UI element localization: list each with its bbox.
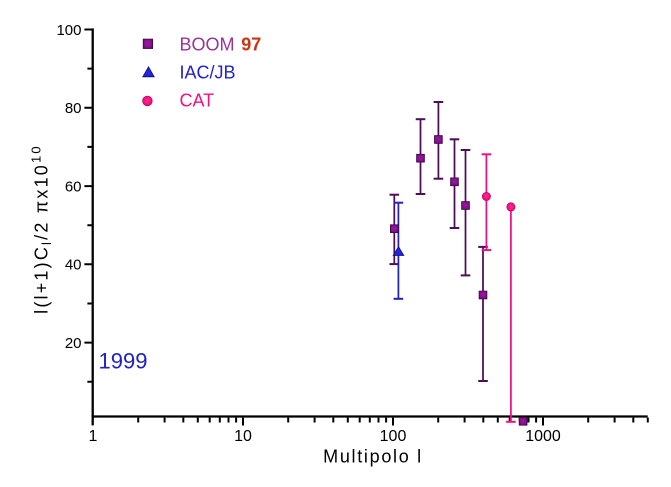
svg-text:1999: 1999 bbox=[99, 349, 148, 374]
svg-text:80: 80 bbox=[65, 100, 82, 117]
svg-text:20: 20 bbox=[65, 335, 82, 352]
svg-text:Multipolo l: Multipolo l bbox=[323, 447, 423, 467]
svg-text:l(l+1)Cl/2 πx1010: l(l+1)Cl/2 πx1010 bbox=[29, 144, 55, 314]
svg-text:60: 60 bbox=[65, 179, 82, 196]
svg-text:97: 97 bbox=[241, 35, 261, 55]
svg-text:1000: 1000 bbox=[525, 428, 561, 445]
svg-text:40: 40 bbox=[65, 257, 82, 274]
svg-text:CAT: CAT bbox=[180, 91, 215, 111]
svg-text:100: 100 bbox=[56, 22, 81, 39]
svg-text:IAC/JB: IAC/JB bbox=[180, 63, 236, 83]
svg-text:10: 10 bbox=[234, 428, 252, 445]
svg-text:1: 1 bbox=[89, 428, 98, 445]
svg-text:100: 100 bbox=[380, 428, 407, 445]
svg-text:BOOM: BOOM bbox=[180, 35, 235, 55]
